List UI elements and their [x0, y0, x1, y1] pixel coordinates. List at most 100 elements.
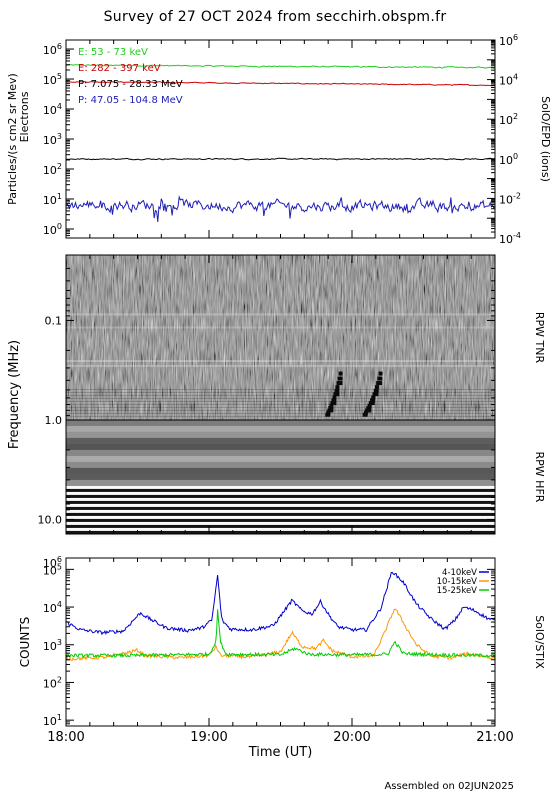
- rpw-y-tick-label: 0.1: [45, 314, 63, 327]
- radio-burst-mark: [331, 398, 337, 403]
- epd-legend-entry: E: 282 - 397 keV: [78, 63, 161, 74]
- tnr-dark-row: [66, 400, 495, 402]
- radio-burst-mark: [338, 371, 343, 376]
- tnr-band: [66, 326, 495, 329]
- epd-y-tick-label: 103: [43, 132, 62, 147]
- epd-y-tick-label: 104: [43, 102, 62, 117]
- radio-burst-mark: [335, 385, 340, 390]
- stix-series-line: [66, 609, 495, 659]
- epd-y-sublabel: Electrons: [18, 91, 31, 142]
- tnr-band: [66, 313, 495, 316]
- hfr-band: [66, 533, 495, 537]
- tnr-dark-row: [66, 391, 495, 393]
- rpw-panel: 0.1 1.0 10.0 Frequency (MHz) RPW TNR RPW HFR: [7, 254, 546, 537]
- radio-burst-mark: [363, 410, 368, 415]
- epd-right-tick-label: 10-4: [499, 231, 521, 246]
- epd-y-tick-label: 105: [43, 72, 62, 87]
- stix-series-group: [66, 571, 495, 662]
- epd-y-tick-label: 101: [43, 192, 62, 207]
- epd-right-tick-label: 102: [499, 112, 518, 127]
- hfr-band: [66, 488, 495, 492]
- epd-right-tick-label: 104: [499, 73, 518, 88]
- tnr-spectrogram: [66, 255, 495, 420]
- hfr-band: [66, 503, 495, 507]
- tnr-dark-row: [66, 394, 495, 396]
- tnr-dark-row: [66, 409, 495, 411]
- tnr-band: [66, 360, 495, 363]
- hfr-band: [66, 527, 495, 531]
- radio-burst-mark: [332, 395, 337, 400]
- hfr-band: [66, 419, 495, 426]
- hfr-band: [66, 437, 495, 444]
- epd-y-label: Particles/(s cm2 sr Mev): [6, 73, 19, 205]
- hfr-band: [66, 506, 495, 510]
- hfr-band: [66, 515, 495, 519]
- x-tick-label: 21:00: [476, 730, 513, 745]
- radio-burst-mark: [377, 376, 383, 381]
- epd-series-line: [66, 195, 495, 222]
- radio-burst-mark: [327, 408, 334, 413]
- stix-legend-label: 10-15keV: [437, 577, 478, 587]
- tnr-dark-row: [66, 412, 495, 414]
- radio-burst-mark: [367, 403, 372, 408]
- hfr-band: [66, 467, 495, 474]
- radio-burst-mark: [373, 388, 379, 393]
- tnr-dark-row: [66, 388, 495, 390]
- stix-y-tick-label: 102: [43, 675, 62, 690]
- hfr-band: [66, 461, 495, 468]
- stix-legend-label: 15-25keV: [437, 586, 478, 596]
- radio-burst-mark: [329, 403, 334, 408]
- epd-legend-entry: P: 47.05 - 104.8 MeV: [78, 95, 183, 106]
- epd-series-line: [66, 80, 495, 87]
- hfr-band: [66, 431, 495, 438]
- radio-burst-mark: [328, 406, 334, 411]
- rpw-y-tick-label: 1.0: [45, 414, 63, 427]
- rpw-y-tick-label: 10.0: [38, 513, 63, 526]
- tnr-band: [66, 364, 495, 367]
- hfr-band: [66, 509, 495, 513]
- stix-y-tick-label: 101: [43, 713, 62, 728]
- epd-right-label: SolO/EPD (ions): [539, 96, 550, 182]
- stix-y-tick-label: 103: [43, 638, 62, 653]
- hfr-band: [66, 521, 495, 525]
- tnr-dark-row: [66, 403, 495, 405]
- stix-y-label: COUNTS: [18, 617, 32, 668]
- x-tick-label: 18:00: [47, 730, 84, 745]
- stix-legend-label: 4-10keV: [442, 568, 477, 578]
- radio-burst-mark: [337, 376, 343, 381]
- hfr-band: [66, 455, 495, 462]
- hfr-band: [66, 485, 495, 489]
- stix-plot-area: [66, 558, 495, 726]
- x-tick-label: 19:00: [190, 730, 227, 745]
- radio-burst-mark: [370, 398, 376, 403]
- hfr-band: [66, 473, 495, 480]
- rpw-subpanel-label: RPW TNR: [533, 312, 546, 364]
- tnr-dark-row: [66, 397, 495, 399]
- hfr-band: [66, 494, 495, 498]
- assembled-note: Assembled on 02JUN2025: [384, 781, 514, 792]
- hfr-band: [66, 449, 495, 456]
- stix-series-line: [66, 608, 495, 662]
- tnr-dark-row: [66, 415, 495, 417]
- hfr-band: [66, 512, 495, 516]
- hfr-band: [66, 425, 495, 432]
- epd-y-tick-label: 106: [43, 42, 62, 57]
- hfr-band: [66, 479, 495, 486]
- hfr-band: [66, 491, 495, 495]
- epd-series-group: [66, 64, 495, 222]
- radio-burst-mark: [374, 385, 379, 390]
- epd-y-tick-label: 100: [43, 222, 62, 237]
- radio-burst-mark: [371, 395, 376, 400]
- radio-burst-mark: [325, 412, 331, 417]
- radio-burst-mark: [330, 401, 337, 406]
- x-tick-label: 20:00: [333, 730, 370, 745]
- hfr-band: [66, 500, 495, 504]
- rpw-subpanel-label: RPW HFR: [533, 452, 546, 503]
- chart-title: Survey of 27 OCT 2024 from secchirh.obsp…: [103, 9, 447, 25]
- stix-series-line: [66, 571, 495, 636]
- hfr-band: [66, 518, 495, 522]
- radio-burst-mark: [372, 392, 379, 397]
- stix-right-label: SolO/STIX: [533, 615, 546, 669]
